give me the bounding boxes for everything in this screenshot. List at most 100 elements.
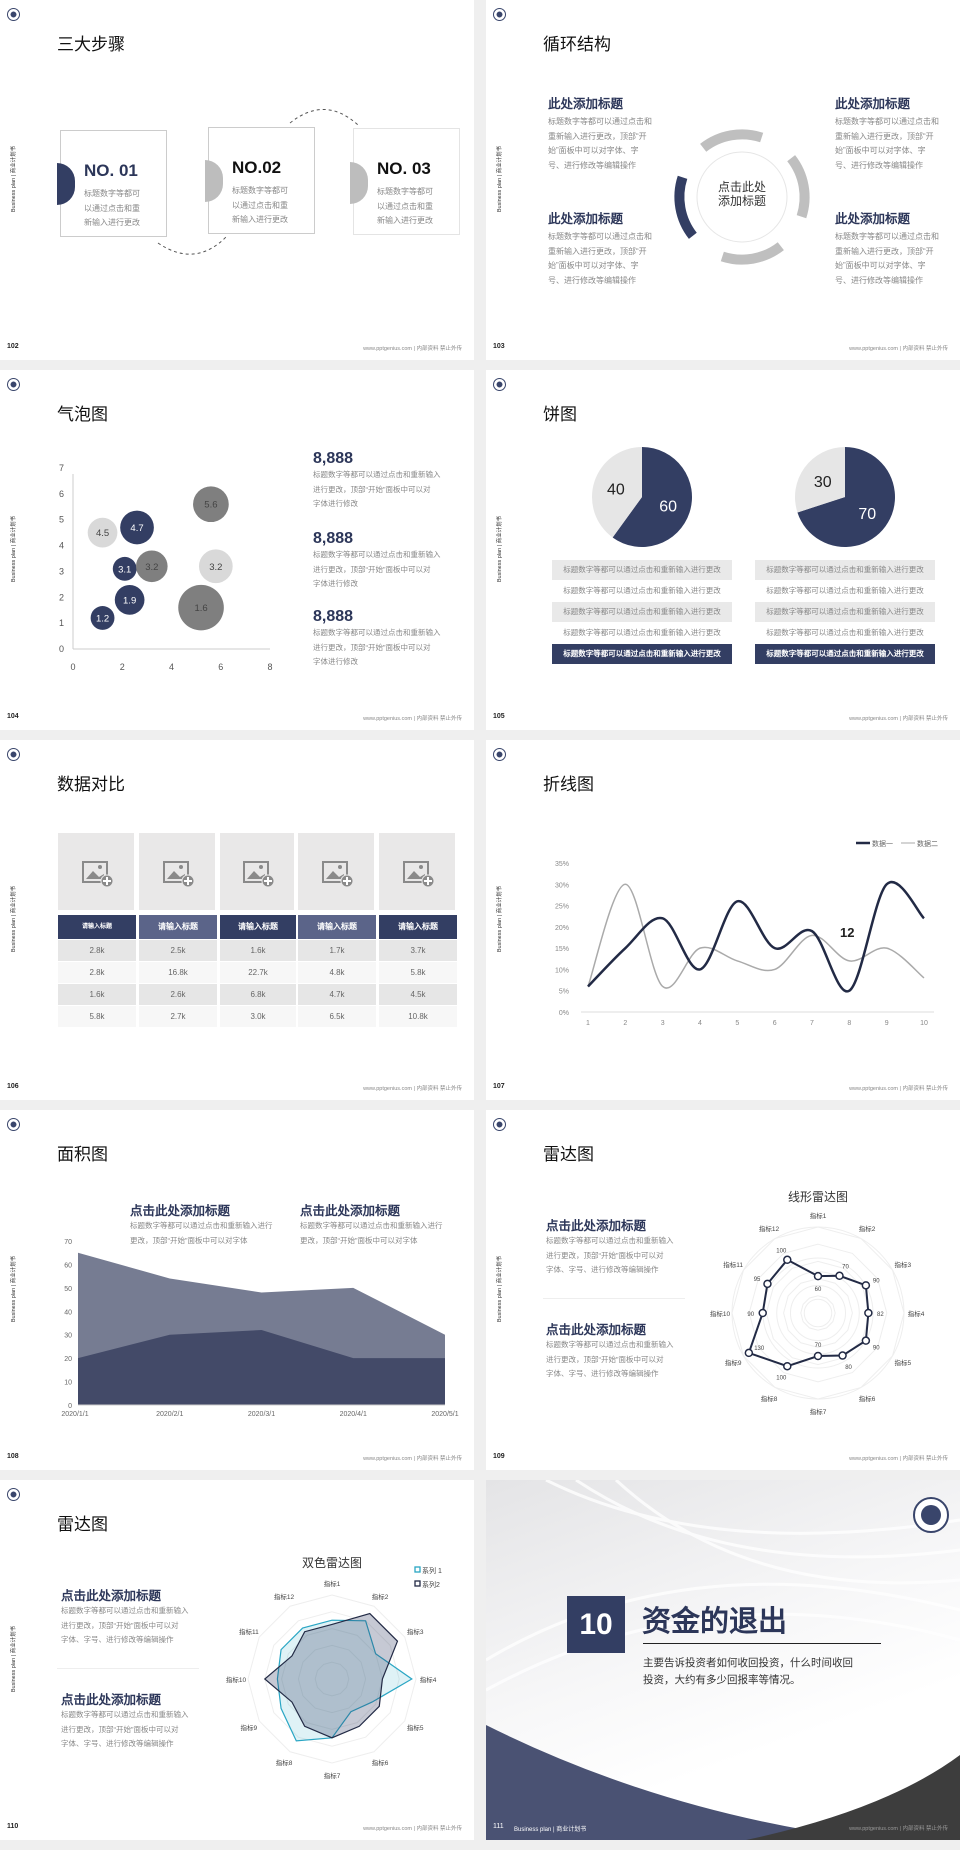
radar-grid [297, 1644, 367, 1714]
area-chart: 0 10 20 30 40 50 60 70 2020/1/1 2020/2/1 2020/3/1 2… [61, 1239, 458, 1418]
table-cell: 1.7k [298, 940, 376, 961]
slide-110[interactable]: Business plan | 商业计划书 雷达图 点击此处添加标题 标题数字等都… [0, 1480, 474, 1840]
bubble [193, 486, 229, 523]
x-tick-label: 9 [885, 1020, 889, 1027]
data-label: 90 [873, 1346, 880, 1352]
x-tick-label: 5 [735, 1020, 739, 1027]
dashed-arrow-1 [157, 236, 227, 255]
axis-label: 指标8 [761, 1394, 778, 1403]
bubble-label: 3.2 [145, 562, 158, 573]
slide-109[interactable]: Business plan | 商业计划书 雷达图 点击此处添加标题 标题数字等都… [486, 1110, 960, 1470]
pie-text-row: 标题数字等都可以通过点击和重新输入进行更改 [552, 623, 732, 643]
axis-label: 指标5 [895, 1358, 912, 1367]
y-tick-label: 0 [59, 644, 64, 654]
x-tick-label: 4 [698, 1020, 702, 1027]
image-placeholder[interactable] [379, 833, 455, 910]
x-tick-label: 0 [70, 662, 75, 672]
side-label: Business plan | 商业计划书 [497, 515, 503, 583]
dark-wave [746, 1755, 960, 1840]
radar-grid [264, 1611, 400, 1747]
image-placeholder[interactable] [220, 833, 294, 910]
image-placeholder[interactable] [139, 833, 215, 910]
section-title: 资金的退出 [642, 1606, 788, 1638]
table-header: 请输入标题 [139, 915, 217, 939]
radar-point [744, 1348, 754, 1358]
data-label: 70 [842, 1264, 849, 1270]
slide-106[interactable]: Business plan | 商业计划书 数据对比 请输入标题 2.8k 2.8k… [0, 740, 474, 1100]
page-number: 106 [7, 1083, 19, 1090]
legend-label: 系列2 [422, 1580, 440, 1589]
data-label: 100 [776, 1248, 787, 1254]
y-tick-label: 40 [64, 1309, 72, 1316]
image-placeholder[interactable] [58, 833, 134, 910]
pie-chart-1: 60 40 [592, 447, 692, 547]
add-image-icon [243, 861, 275, 888]
logo-icon [7, 8, 20, 21]
y-tick-label: 7 [59, 463, 64, 473]
chart-annotation: 12 [840, 925, 855, 940]
axis-label: 指标10 [226, 1675, 247, 1684]
cycle-block-br: 此处添加标题 标题数字等都可以通过点击和 重新输入进行更改，顶部“开 始”面板中可以… [835, 212, 939, 285]
dashed-arrow-2 [289, 109, 359, 126]
slide-108[interactable]: Business plan | 商业计划书 面积图 0 10 20 30 40 50 60 7… [0, 1110, 474, 1470]
table-cell: 10.8k [379, 1006, 457, 1027]
x-tick-label: 2020/4/1 [340, 1411, 367, 1418]
radar-grid [731, 1226, 905, 1400]
footer-text: www.pptgenius.com | 内部资料 禁止外传 [849, 716, 948, 722]
add-image-icon [82, 861, 114, 888]
pie-text-row: 标题数字等都可以通过点击和重新输入进行更改 [755, 560, 935, 580]
section-background [486, 1480, 960, 1840]
footer-text: www.pptgenius.com | 内部资料 禁止外传 [849, 1826, 948, 1832]
divider [57, 1668, 199, 1669]
legend-label: 系列 1 [422, 1566, 442, 1575]
text-block: 点击此处添加标题标题数字等都可以通过点击和重新输入进行更改，顶部“开始”面板中可… [130, 1204, 273, 1245]
bubble [87, 517, 118, 548]
table-cell: 2.8k [58, 940, 136, 961]
table-cell: 4.7k [298, 984, 376, 1005]
x-tick-label: 6 [773, 1020, 777, 1027]
page-number: 108 [7, 1453, 19, 1460]
pie-slice [592, 447, 642, 538]
add-image-icon [163, 861, 195, 888]
radar-point [838, 1351, 847, 1360]
cycle-arrow-icon-active [674, 175, 697, 239]
axis-label: 指标12 [274, 1592, 295, 1601]
slide-title: 雷达图 [57, 1515, 108, 1534]
footer-text: www.pptgenius.com | 内部资料 禁止外传 [849, 346, 948, 352]
table-cell: 1.6k [220, 940, 296, 961]
axis-label: 指标7 [324, 1771, 341, 1780]
cycle-diagram [674, 129, 810, 265]
image-placeholder[interactable] [298, 833, 374, 910]
pie-text-row: 标题数字等都可以通过点击和重新输入进行更改 [755, 581, 935, 601]
y-tick-label: 10% [555, 967, 569, 974]
half-circle-marker [205, 160, 223, 202]
half-circle-marker [350, 162, 368, 204]
slide-103[interactable]: Business plan | 商业计划书 循环结构 此处添加标题 标题数字等都… [486, 0, 960, 360]
step-arrows [157, 109, 359, 255]
cycle-center-label[interactable]: 点击此处 添加标题 [717, 180, 766, 208]
slide-title: 饼图 [543, 405, 577, 424]
slide-102[interactable]: Business plan | 商业计划书 三大步骤 NO. 01 标题数字等都… [0, 0, 474, 360]
y-tick-label: 0% [559, 1010, 569, 1017]
pie-text-row: 标题数字等都可以通过点击和重新输入进行更改 [552, 644, 732, 664]
x-tick-label: 7 [810, 1020, 814, 1027]
cycle-arrow-icon [700, 129, 764, 152]
table-cell: 2.5k [139, 940, 217, 961]
stat-list: 8,888 标题数字等都可以通过点击和重新输入 进行更改，顶部“开始”面板中可以对字… [313, 450, 463, 670]
slide-111-section[interactable]: 10 资金的退出 主要告诉投资者如何收回投资，什么时间收回 投资，大约有多少回报率… [486, 1480, 960, 1840]
pie-text-row: 标题数字等都可以通过点击和重新输入进行更改 [552, 602, 732, 622]
radar-point [813, 1351, 823, 1361]
stat-item: 8,888 标题数字等都可以通过点击和重新输入 进行更改，顶部“开始”面板中可以对字… [313, 530, 441, 588]
slide-107[interactable]: Business plan | 商业计划书 折线图 0% 5% 10% 15% 20% 2… [486, 740, 960, 1100]
pie-label: 30 [814, 474, 832, 491]
y-tick-label: 4 [59, 541, 64, 551]
radar-point [783, 1361, 792, 1371]
table-cell: 3.0k [220, 1006, 296, 1027]
slide-title: 三大步骤 [57, 35, 125, 54]
slide-105[interactable]: Business plan | 商业计划书 饼图 60 40 70 30 标题数字等… [486, 370, 960, 730]
bubble-label: 4.7 [130, 523, 143, 534]
table-header: 请输入标题 [298, 915, 376, 939]
side-label: Business plan | 商业计划书 [497, 145, 503, 213]
